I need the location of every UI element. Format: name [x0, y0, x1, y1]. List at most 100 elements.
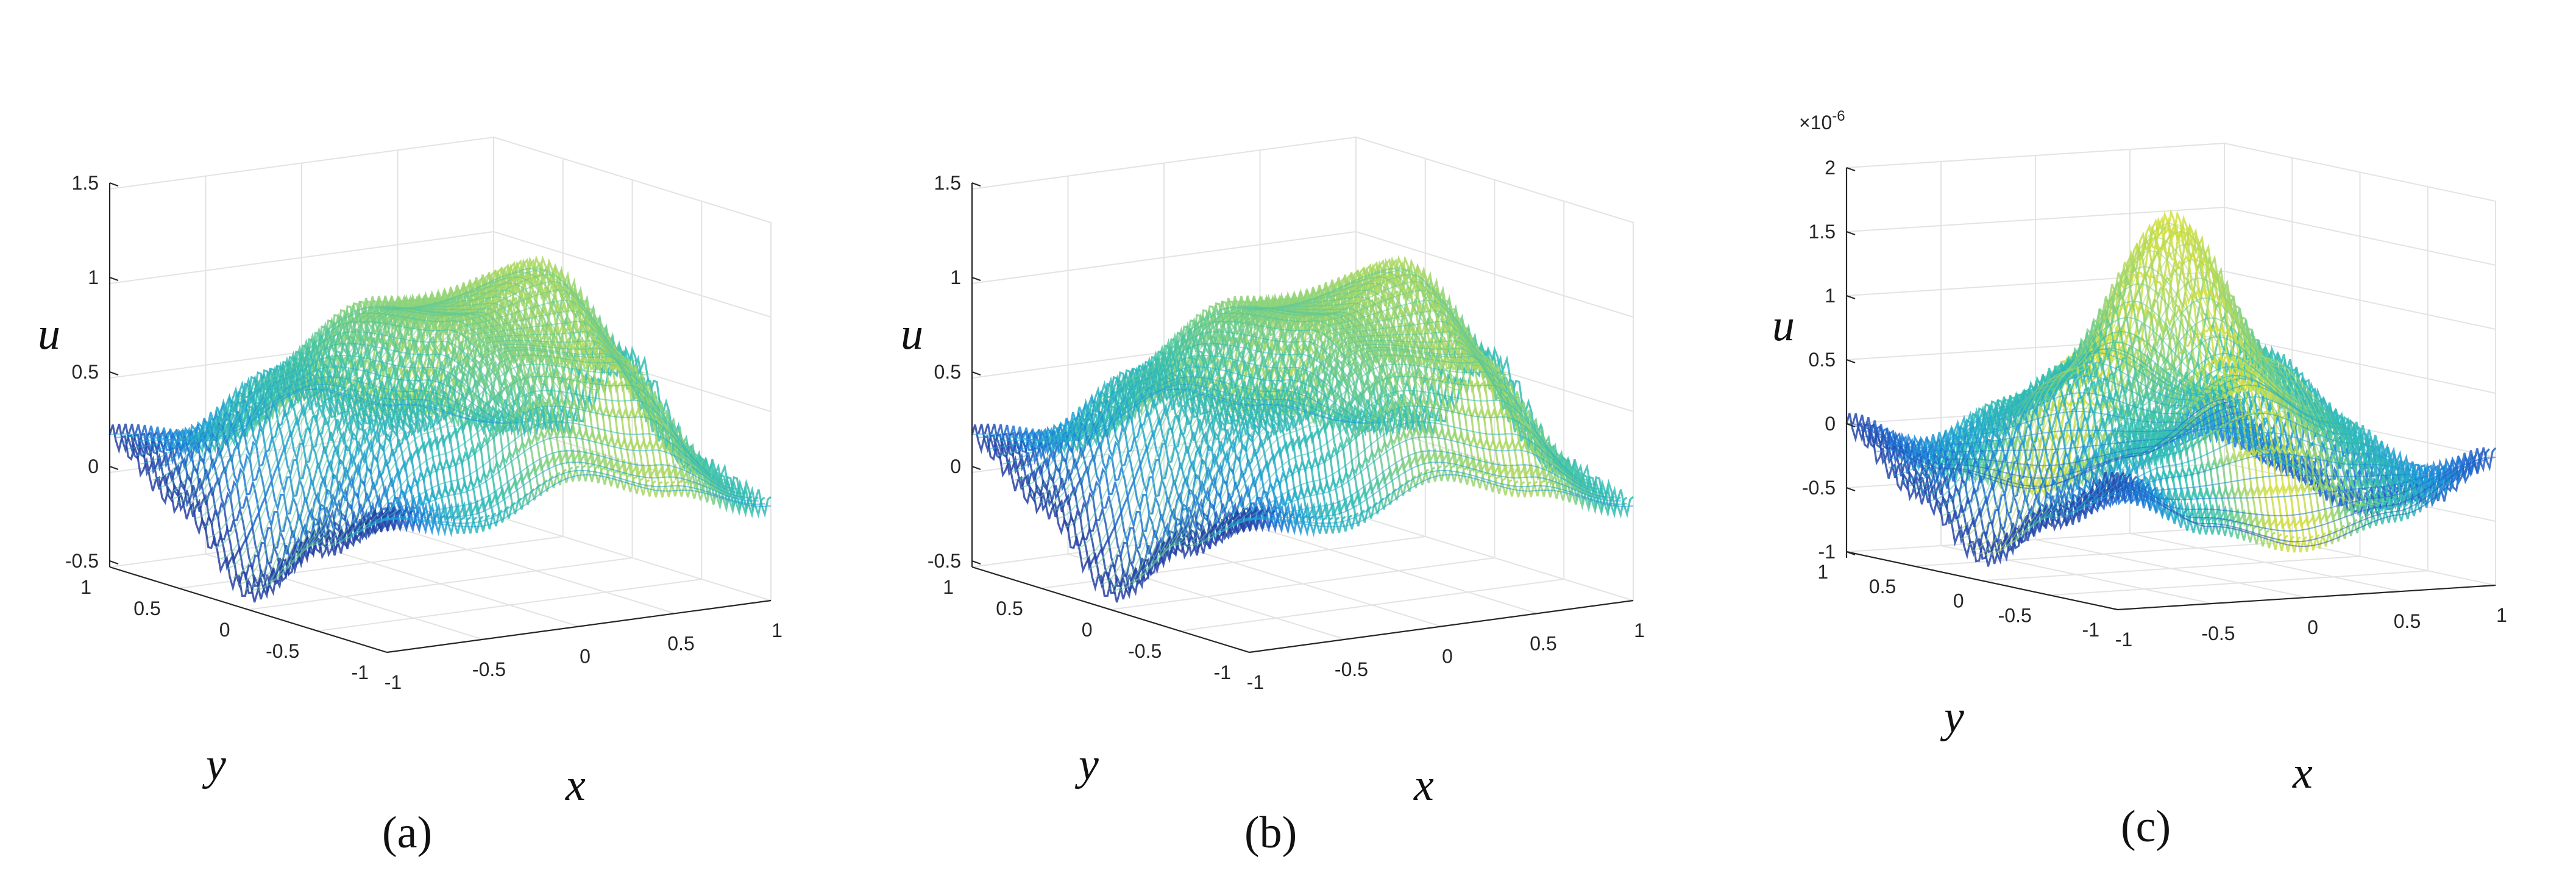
- wall-gridline: [2224, 207, 2496, 266]
- surface-mesh-line: [220, 282, 605, 560]
- surface-mesh-line: [198, 368, 477, 534]
- surface-mesh-line: [1967, 237, 2346, 546]
- surface-mesh-line: [1864, 412, 2243, 466]
- y-tick-label: -1: [2082, 619, 2099, 641]
- floor-gridline: [205, 553, 483, 640]
- surface-mesh-line: [2015, 297, 2394, 538]
- surface-mesh-line: [146, 343, 531, 473]
- surface-mesh-line: [1918, 348, 2297, 492]
- surface-mesh-line: [2033, 352, 2411, 523]
- surface-mesh-line: [263, 280, 648, 588]
- surface-mesh-line: [1908, 404, 2182, 524]
- surface-mesh-line: [115, 424, 394, 600]
- surface-mesh-line: [337, 376, 722, 543]
- z-tick-label: -0.5: [928, 550, 961, 572]
- surface-mesh-line: [2047, 215, 2320, 551]
- surface-mesh-line: [2063, 396, 2442, 517]
- x-tick-label: 0.5: [2394, 610, 2421, 632]
- panel-c-xlabel: x: [2292, 748, 2313, 798]
- surface-mesh-line: [251, 269, 636, 592]
- surface-mesh-line: [1163, 340, 1547, 552]
- y-tick-label: 1: [943, 576, 954, 598]
- panel-c-ylabel: y: [1940, 692, 1964, 742]
- surface-mesh-line: [1205, 390, 1591, 540]
- surface-mesh-line: [2051, 378, 2430, 519]
- surface-mesh-line: [1076, 289, 1461, 549]
- z-tick-label: 0.5: [934, 361, 961, 383]
- surface-mesh-line: [380, 469, 765, 524]
- y-tick-label: 0: [1082, 619, 1093, 641]
- x-tick-label: -0.5: [1335, 658, 1368, 680]
- floor-gridline: [1163, 540, 1442, 627]
- surface-mesh-line: [1852, 401, 2231, 487]
- surface-mesh-line: [255, 327, 535, 505]
- surface-mesh-line: [1041, 389, 1321, 538]
- y-tick-label: 0.5: [1869, 576, 1896, 597]
- surface-mesh-line: [172, 399, 452, 537]
- panel-a-ticks: -0.5 0 0.5 1 1.5 -1 -0.5 0 0.5 1 -1 -0.5 0 0.5 1: [65, 172, 782, 693]
- surface-mesh-line: [2039, 366, 2418, 520]
- wall-gridline: [109, 420, 494, 473]
- surface-mesh-line: [1101, 268, 1486, 586]
- surface-mesh-line: [1882, 410, 2261, 460]
- z-tick-label: -0.5: [65, 550, 99, 572]
- surface-mesh-line: [313, 346, 697, 546]
- surface-mesh-line: [1015, 331, 1399, 481]
- z-tick-label: 2: [1825, 157, 1836, 179]
- wall-gridline: [971, 231, 1357, 284]
- panel-c-exponent: ×10-6: [1799, 108, 1845, 134]
- panel-b: -0.5 0 0.5 1 1.5 -1 -0.5 0 0.5 1 -1 -0.5 0 0.5 1 u y x…: [901, 136, 1645, 858]
- surface-mesh-line: [2099, 462, 2478, 516]
- surface-mesh-line: [1985, 223, 2363, 557]
- y-tick-label: 1: [1817, 561, 1828, 583]
- surface-mesh-line: [238, 268, 623, 586]
- wall-gridline: [2224, 335, 2496, 394]
- surface-mesh-line: [269, 290, 654, 583]
- wall-gridline: [2224, 271, 2496, 330]
- surface-mesh-line: [177, 305, 562, 504]
- surface-mesh-line: [214, 289, 598, 549]
- panel-b-caption: (b): [1244, 808, 1297, 858]
- z-tick-mark: [1846, 230, 1856, 236]
- surface-mesh-line: [2069, 413, 2447, 513]
- surface-mesh-line: [386, 474, 772, 528]
- floor-gridline: [1180, 579, 1564, 632]
- panel-b-xlabel: x: [1413, 760, 1434, 810]
- surface-mesh-line: [224, 357, 503, 527]
- floor-gridline: [1068, 553, 1346, 640]
- z-tick-label: 0.5: [72, 361, 99, 383]
- surface-mesh-line: [1095, 271, 1480, 579]
- y-tick-label: 0: [1953, 590, 1964, 612]
- panel-c: -1-0.500.511.52-1-0.500.51-1 -0.5 0 0.5 1 ×1…: [1772, 108, 2507, 852]
- x-tick-label: 0.5: [1530, 632, 1556, 654]
- z-tick-label: 1: [1825, 285, 1836, 307]
- panel-c-ticks: -1-0.500.511.52-1-0.500.51-1 -0.5 0 0.5 1: [1802, 157, 2507, 651]
- surface-mesh-line: [1009, 343, 1393, 473]
- z-tick-label: -0.5: [1802, 477, 1836, 499]
- surface-mesh-line: [1946, 354, 2219, 535]
- surface-mesh-line: [208, 296, 592, 538]
- z-tick-label: 0: [1825, 413, 1836, 435]
- wall-gridline: [1846, 207, 2225, 232]
- y-tick-label: 0.5: [996, 597, 1023, 619]
- z-tick-mark: [109, 182, 119, 187]
- surface-mesh-line: [1088, 276, 1474, 570]
- surface-mesh-line: [1230, 450, 1615, 524]
- surface-mesh-line: [2045, 374, 2424, 519]
- surface-mesh-line: [1021, 321, 1405, 488]
- z-tick-mark: [109, 465, 119, 471]
- surface-mesh-line: [1906, 352, 2285, 487]
- z-tick-mark: [971, 560, 981, 565]
- panel-c-zlabel: u: [1772, 301, 1795, 351]
- surface-mesh-line: [2081, 453, 2460, 503]
- surface-mesh-line: [1249, 474, 1634, 528]
- z-tick-mark: [971, 371, 981, 376]
- surface-mesh-line: [1870, 418, 2249, 453]
- surface-mesh-line: [1894, 375, 2273, 476]
- panel-b-axes: [971, 182, 1634, 654]
- x-tick-label: 1: [2496, 604, 2507, 626]
- panel-b-ylabel: y: [1074, 740, 1099, 790]
- x-tick-label: -1: [1247, 671, 1264, 693]
- panel-a-ylabel: y: [202, 740, 226, 790]
